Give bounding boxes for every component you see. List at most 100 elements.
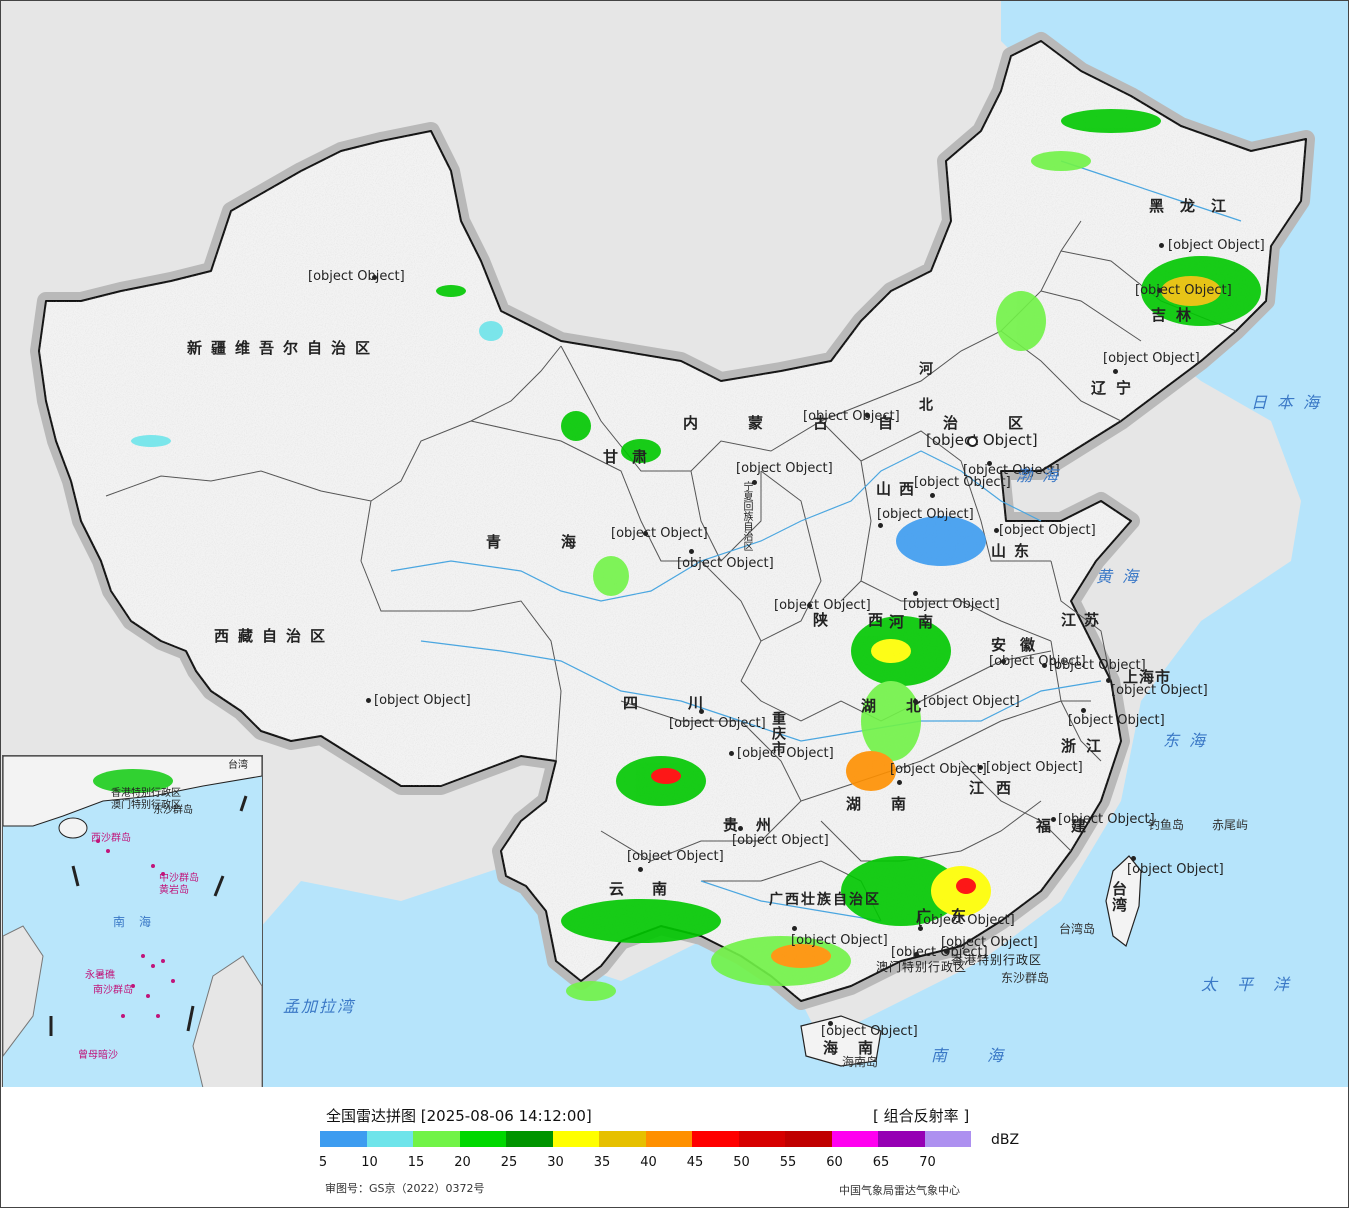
city-label: [object Object] — [1058, 812, 1155, 827]
city-dot — [987, 461, 992, 466]
tick-label: 50 — [733, 1155, 750, 1170]
legend-panel: 全国雷达拼图 [2025-08-06 14:12:00] [ 组合反射率 ] d… — [1, 1088, 1348, 1206]
tick-label: 30 — [547, 1155, 564, 1170]
province-label: 浙江 — [1061, 737, 1112, 755]
city-label: [object Object] — [308, 269, 405, 284]
sea-label: 黄海 — [1096, 567, 1149, 586]
terrain-texture — [39, 41, 1306, 1001]
city-label: [object Object] — [890, 762, 987, 777]
city-label: [object Object] — [1127, 862, 1224, 877]
island-label: 钓鱼岛 — [1148, 818, 1185, 832]
city-dot — [1106, 678, 1111, 683]
city-dot — [978, 765, 983, 770]
sea-label: 太平洋 — [1201, 975, 1310, 994]
sea-label: 南海 — [931, 1046, 1044, 1065]
radar-map[interactable]: 新疆维吾尔自治区 西藏自治区 青海 甘肃 内蒙古自治区 陕西 山西 山东 河南 … — [1, 1, 1348, 1087]
province-label: 内蒙古自治区 — [683, 414, 1074, 432]
tick-label: 45 — [686, 1155, 704, 1170]
city-label: [object Object] — [627, 849, 724, 864]
province-label: 澳门特别行政区 — [876, 960, 968, 974]
city-label: [object Object] — [732, 833, 829, 848]
city-dot — [738, 826, 743, 831]
inset-label: 东沙群岛 — [153, 805, 193, 816]
province-label: 黑龙江 — [1149, 197, 1243, 215]
inset-label: 台湾 — [228, 760, 248, 771]
city-dot — [638, 867, 643, 872]
sea-area — [201, 1, 1348, 1087]
legend-title: 全国雷达拼图 [2025-08-06 14:12:00] — [326, 1107, 592, 1125]
inset-label: 中沙群岛 — [159, 873, 199, 884]
city-label: [object Object] — [774, 598, 871, 613]
city-dot — [372, 275, 377, 280]
province-label: 云南 — [609, 880, 696, 898]
color-swatch — [366, 1131, 413, 1147]
city-label: [object Object] — [918, 913, 1015, 928]
province-label: 安徽 — [991, 636, 1050, 654]
organization-label: 中国气象局雷达气象中心 — [839, 1184, 960, 1197]
city-dot — [729, 751, 734, 756]
city-label: [object Object] — [803, 409, 900, 424]
city-dot — [914, 952, 919, 957]
sea-label: 孟加拉湾 — [283, 997, 356, 1016]
city-dot — [807, 603, 812, 608]
city-label: [object Object] — [926, 431, 1038, 449]
city-dot — [752, 480, 757, 485]
city-dot — [1081, 708, 1086, 713]
capital-icon — [967, 436, 978, 447]
city-label: [object Object] — [891, 945, 988, 960]
color-swatch — [924, 1131, 971, 1147]
tick-label: 5 — [318, 1155, 328, 1170]
province-label: 广西壮族自治区 — [769, 892, 881, 908]
province-label: 山西 — [876, 480, 923, 498]
province-label: 四川 — [623, 694, 754, 712]
province-label: 福建 — [1036, 817, 1107, 835]
sea-label: 日本海 — [1251, 393, 1330, 412]
province-label: 山东 — [991, 542, 1038, 560]
province-label: 海南 — [823, 1039, 894, 1057]
city-label: [object Object] — [736, 461, 833, 476]
unit-label: dBZ — [991, 1132, 1020, 1148]
city-dot — [913, 699, 918, 704]
province-label: 陕西 — [813, 611, 924, 629]
south-china-sea-inset: 南海 中沙群岛 黄岩岛 西沙群岛 南沙群岛 永暑礁 曾母暗沙 香港特别行政区 澳… — [2, 755, 263, 1087]
city-dot — [897, 780, 902, 785]
tick-label: 70 — [919, 1155, 936, 1170]
city-label: [object Object] — [963, 463, 1060, 478]
tick-label: 65 — [872, 1155, 890, 1170]
city-dot — [643, 531, 648, 536]
color-swatch — [413, 1131, 460, 1147]
province-label: 宁夏回族自治区 — [741, 481, 752, 551]
city-dot — [865, 413, 870, 418]
city-label: [object Object] — [821, 1024, 918, 1039]
review-number: 审图号：GS京（2022）0372号 — [325, 1182, 485, 1195]
province-label: 江西 — [969, 779, 1024, 797]
tick-label: 60 — [826, 1155, 843, 1170]
city-dot — [1113, 369, 1118, 374]
city-dot — [918, 926, 923, 931]
inset-label: 澳门特别行政区 — [111, 800, 181, 811]
city-label: [object Object] — [1049, 658, 1146, 673]
province-label: 西藏自治区 — [214, 627, 335, 645]
province-label: 甘肃 — [603, 448, 662, 466]
city-dot — [828, 1021, 833, 1026]
city-dot — [1042, 663, 1047, 668]
inset-map — [3, 756, 262, 1087]
city-dot — [913, 591, 918, 596]
island-label: 海南岛 — [842, 1055, 879, 1069]
city-dot — [1001, 659, 1006, 664]
city-label: [object Object] — [989, 654, 1086, 669]
color-swatch — [320, 1131, 367, 1147]
product-label: [ 组合反射率 ] — [873, 1107, 970, 1125]
tick-label: 35 — [593, 1155, 611, 1170]
city-label: [object Object] — [611, 526, 708, 541]
tick-label: 15 — [407, 1155, 425, 1170]
city-dot — [930, 493, 935, 498]
tick-label: 25 — [500, 1155, 518, 1170]
city-label: [object Object] — [986, 760, 1083, 775]
color-swatch — [738, 1131, 785, 1147]
city-label: [object Object] — [877, 507, 974, 522]
sea-label: 东海 — [1163, 731, 1216, 750]
city-dot — [792, 926, 797, 931]
color-swatch — [599, 1131, 646, 1147]
hainan-island — [800, 1015, 882, 1067]
